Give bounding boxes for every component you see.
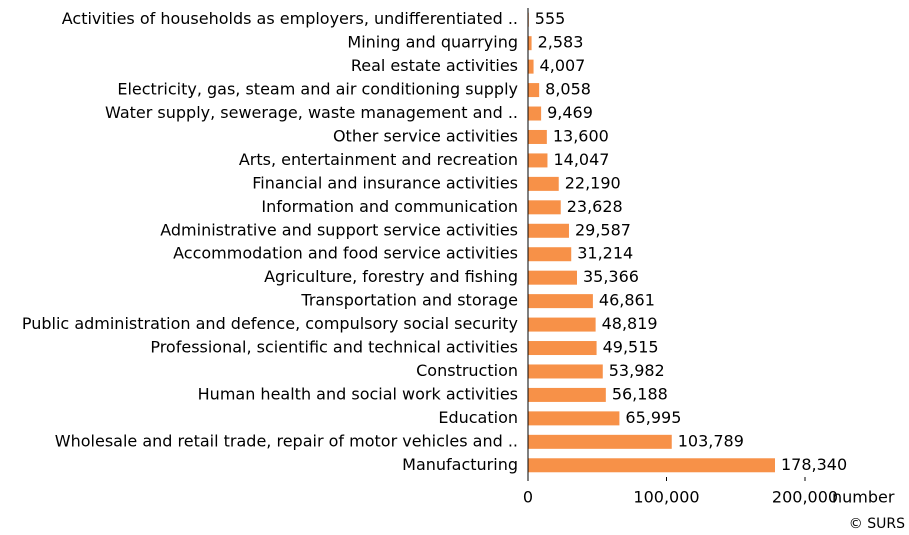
bar: [528, 200, 561, 215]
value-label: 31,214: [577, 244, 633, 263]
bar: [528, 387, 606, 402]
y-tick-label: Transportation and storage: [300, 291, 518, 310]
y-tick-label: Wholesale and retail trade, repair of mo…: [55, 431, 518, 450]
bar: [528, 153, 548, 168]
y-tick-label: Construction: [416, 361, 518, 380]
y-tick-label: Accommodation and food service activitie…: [173, 244, 518, 263]
value-label: 13,600: [553, 126, 609, 145]
bar: [528, 247, 572, 262]
bar: [528, 223, 569, 238]
value-label: 53,982: [609, 361, 665, 380]
value-label: 14,047: [553, 150, 609, 169]
y-tick-label: Information and communication: [261, 197, 518, 216]
y-tick-label: Other service activities: [333, 126, 518, 145]
y-tick-label: Financial and insurance activities: [252, 173, 518, 192]
y-tick-label: Education: [438, 408, 518, 427]
value-label: 48,819: [602, 314, 658, 333]
bar: [528, 317, 596, 332]
y-tick-label: Electricity, gas, steam and air conditio…: [117, 80, 518, 99]
bar: [528, 294, 593, 309]
y-tick-label: Arts, entertainment and recreation: [239, 150, 518, 169]
bar: [528, 106, 542, 121]
value-label: 65,995: [625, 408, 681, 427]
bar: [528, 83, 540, 98]
value-label: 555: [535, 9, 566, 28]
value-label: 29,587: [575, 220, 631, 239]
bar: [528, 411, 620, 426]
value-label: 22,190: [565, 173, 621, 192]
y-tick-label: Real estate activities: [351, 56, 518, 75]
value-label: 56,188: [612, 384, 668, 403]
y-tick-label: Professional, scientific and technical a…: [150, 338, 518, 357]
value-label: 46,861: [599, 291, 655, 310]
y-tick-label: Administrative and support service activ…: [160, 220, 518, 239]
y-tick-label: Water supply, sewerage, waste management…: [105, 103, 518, 122]
value-label: 4,007: [540, 56, 586, 75]
bar: [528, 36, 532, 51]
y-tick-label: Public administration and defence, compu…: [22, 314, 518, 333]
y-tick-label: Mining and quarrying: [347, 33, 518, 52]
bar: [528, 129, 547, 144]
x-tick-label: 200,000: [772, 488, 838, 507]
bar: [528, 364, 603, 379]
bar: [528, 176, 559, 191]
y-tick-label: Human health and social work activities: [198, 384, 518, 403]
source: © SURS: [849, 516, 905, 532]
x-tick-label: 100,000: [633, 488, 699, 507]
value-label: 178,340: [781, 455, 847, 474]
bar: [528, 59, 534, 74]
x-axis-label: number: [832, 488, 895, 507]
y-tick-label: Manufacturing: [402, 455, 518, 474]
value-label: 2,583: [538, 33, 584, 52]
value-label: 23,628: [567, 197, 623, 216]
bar: [528, 270, 577, 285]
x-tick-label: 0: [523, 488, 533, 507]
value-label: 103,789: [678, 431, 744, 450]
value-label: 35,366: [583, 267, 639, 286]
value-label: 49,515: [603, 338, 659, 357]
y-tick-label: Activities of households as employers, u…: [62, 9, 518, 28]
y-tick-label: Agriculture, forestry and fishing: [264, 267, 518, 286]
bar: [528, 341, 597, 356]
bar: [528, 458, 776, 473]
value-label: 9,469: [547, 103, 593, 122]
value-label: 8,058: [545, 80, 591, 99]
bar: [528, 434, 672, 449]
